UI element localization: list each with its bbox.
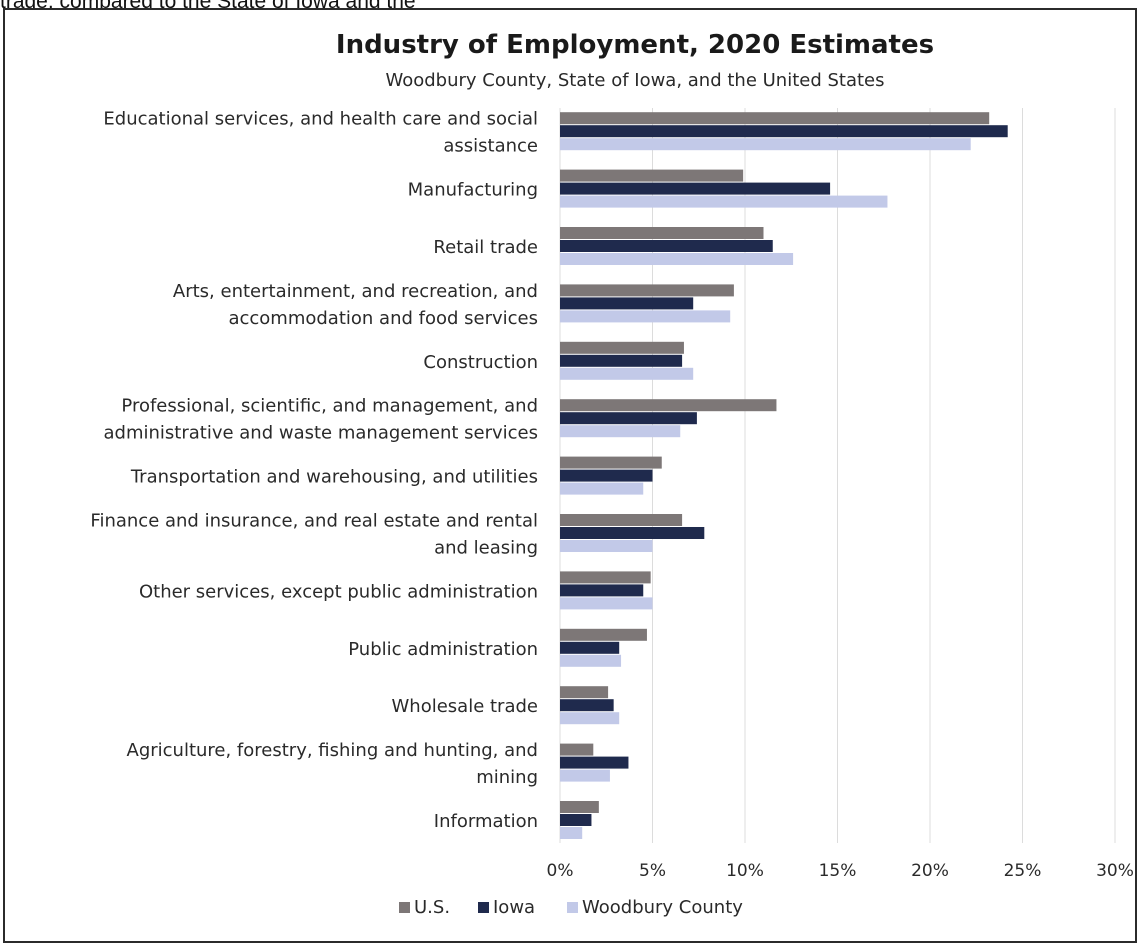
bar-iowa — [560, 527, 705, 539]
bar-iowa — [560, 814, 592, 826]
category-label: Educational services, and health care an… — [103, 109, 538, 130]
legend-swatch — [567, 902, 578, 913]
category-label: Professional, scientific, and management… — [121, 396, 538, 417]
bar-u-s — [560, 743, 594, 756]
bar-iowa — [560, 641, 620, 654]
bar-u-s — [560, 227, 764, 239]
bar-iowa — [560, 125, 1008, 138]
category-label: assistance — [443, 136, 538, 157]
x-axis-tick-labels: 0% 5% 10% 15% 20% 25% 30% — [547, 861, 1134, 881]
bar-woodbury-county — [560, 597, 653, 610]
category-label: Arts, entertainment, and recreation, and — [173, 281, 538, 302]
bar-iowa — [560, 699, 614, 712]
legend-label: Iowa — [493, 897, 535, 918]
category-label: mining — [476, 767, 538, 788]
x-tick-label: 5% — [639, 861, 666, 881]
legend-label: Woodbury County — [582, 897, 743, 918]
bar-woodbury-county — [560, 253, 794, 265]
page-text-fragment: trade, compared to the State of Iowa and… — [0, 0, 416, 10]
bar-iowa — [560, 469, 653, 482]
x-tick-label: 10% — [726, 861, 764, 881]
category-label: and leasing — [434, 538, 538, 559]
x-tick-label: 20% — [911, 861, 949, 881]
bar-woodbury-county — [560, 712, 620, 725]
legend: U.S. Iowa Woodbury County — [399, 897, 743, 918]
category-label: Public administration — [348, 639, 538, 660]
category-label: Wholesale trade — [392, 696, 539, 717]
bar-woodbury-county — [560, 827, 583, 839]
legend-label: U.S. — [414, 897, 450, 918]
category-label: Other services, except public administra… — [139, 581, 538, 602]
bar-u-s — [560, 456, 662, 469]
bar-iowa — [560, 756, 629, 769]
bar-woodbury-county — [560, 425, 681, 438]
category-label: Manufacturing — [408, 180, 538, 201]
bar-u-s — [560, 284, 734, 297]
bar-iowa — [560, 240, 773, 252]
category-label: administrative and waste management serv… — [104, 423, 539, 444]
bar-u-s — [560, 341, 684, 354]
bars — [560, 112, 1008, 839]
category-label: Agriculture, forestry, fishing and hunti… — [127, 740, 539, 761]
chart-subtitle: Woodbury County, State of Iowa, and the … — [385, 70, 885, 91]
bar-woodbury-county — [560, 367, 694, 380]
category-label: Retail trade — [433, 237, 538, 258]
x-tick-label: 0% — [547, 861, 574, 881]
chart-title: Industry of Employment, 2020 Estimates — [335, 30, 935, 60]
category-label: accommodation and food services — [228, 308, 538, 329]
bar-iowa — [560, 182, 831, 195]
bar-iowa — [560, 584, 644, 597]
category-label: Transportation and warehousing, and util… — [130, 467, 538, 488]
category-label: Finance and insurance, and real estate a… — [90, 511, 538, 532]
bar-u-s — [560, 571, 651, 584]
bar-u-s — [560, 399, 777, 412]
category-labels: Educational services, and health care an… — [90, 109, 538, 832]
bar-woodbury-county — [560, 769, 610, 782]
bar-woodbury-county — [560, 482, 644, 495]
chart-frame — [3, 8, 1137, 943]
x-tick-label: 25% — [1004, 861, 1042, 881]
bar-u-s — [560, 628, 647, 641]
bar-u-s — [560, 686, 609, 699]
category-label: Information — [434, 811, 538, 832]
bar-iowa — [560, 297, 694, 310]
x-tick-label: 30% — [1096, 861, 1134, 881]
bar-woodbury-county — [560, 195, 888, 208]
bar-u-s — [560, 514, 683, 526]
bar-iowa — [560, 354, 683, 367]
x-tick-label: 15% — [819, 861, 857, 881]
bar-u-s — [560, 801, 599, 813]
bar-woodbury-county — [560, 540, 653, 552]
bar-u-s — [560, 169, 744, 182]
category-label: Construction — [423, 352, 538, 373]
bar-woodbury-county — [560, 138, 971, 151]
legend-swatch — [399, 902, 410, 913]
bar-iowa — [560, 412, 697, 425]
bar-u-s — [560, 112, 990, 125]
bar-woodbury-county — [560, 654, 622, 667]
legend-swatch — [478, 902, 489, 913]
bar-woodbury-county — [560, 310, 731, 323]
